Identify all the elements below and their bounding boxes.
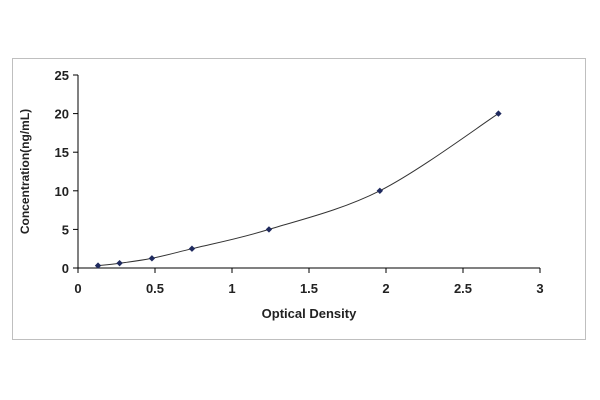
chart-frame: 0 5 10 15 20 25 0 0.5 1 1.5 2 2.5 3 Optical Density…	[12, 58, 586, 340]
x-tick-label: 2	[382, 281, 389, 296]
x-tick-label: 1	[228, 281, 235, 296]
x-ticks: 0 0.5 1 1.5 2 2.5 3	[74, 268, 544, 296]
x-axis-label: Optical Density	[262, 306, 357, 321]
data-point	[495, 110, 502, 117]
x-tick-label: 0.5	[146, 281, 164, 296]
y-tick-label: 10	[55, 184, 69, 199]
data-point	[94, 262, 102, 269]
x-tick-label: 3	[536, 281, 543, 296]
data-point	[116, 259, 123, 267]
x-tick-label: 0	[74, 281, 81, 296]
y-tick-label: 25	[55, 68, 69, 83]
fit-curve	[97, 113, 499, 267]
x-tick-label: 1.5	[300, 281, 318, 296]
y-tick-label: 5	[62, 222, 69, 237]
data-point	[376, 187, 384, 194]
plot-axes	[77, 75, 540, 269]
y-axis-label: Concentration(ng/mL)	[18, 109, 32, 234]
x-tick-label: 2.5	[454, 281, 472, 296]
data-points	[94, 110, 502, 269]
data-point	[265, 226, 273, 233]
y-ticks: 0 5 10 15 20 25	[55, 68, 78, 276]
data-point	[188, 245, 196, 252]
data-point	[148, 255, 156, 262]
y-tick-label: 15	[55, 145, 69, 160]
chart-svg: 0 5 10 15 20 25 0 0.5 1 1.5 2 2.5 3 Optical Density…	[18, 68, 544, 321]
y-tick-label: 0	[62, 261, 69, 276]
y-tick-label: 20	[55, 107, 69, 122]
